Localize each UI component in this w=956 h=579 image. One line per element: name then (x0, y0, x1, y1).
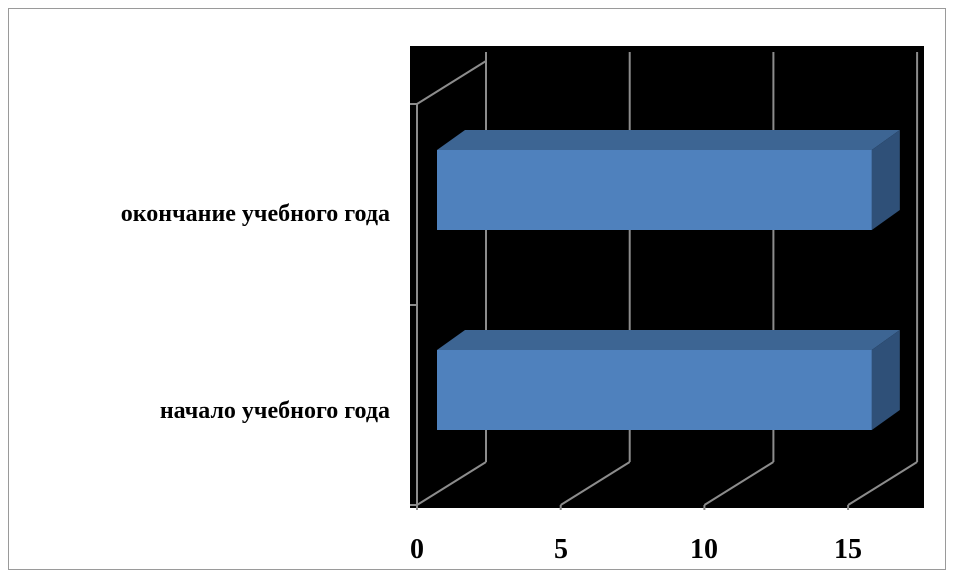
gridline-floor-10 (703, 461, 774, 506)
bar-top-face-0 (437, 330, 900, 350)
bars (437, 130, 900, 430)
bar-front-face-1 (437, 150, 872, 230)
gridline-floor-5 (560, 461, 631, 506)
bar-side-face-1 (871, 130, 900, 230)
axis-ticks (410, 103, 850, 510)
bar-0 (437, 330, 900, 430)
bar-front-face-0 (437, 350, 872, 430)
bar-1 (437, 130, 900, 230)
side-wall-top-edge (416, 60, 487, 105)
x-tick-label-15: 15 (834, 534, 862, 565)
x-tick-label-10: 10 (690, 534, 718, 565)
gridline-floor-0 (416, 461, 487, 506)
x-tick-label-5: 5 (554, 534, 568, 565)
bar-side-face-0 (871, 330, 900, 430)
plot-area-background (410, 46, 924, 508)
x-tick-label-0: 0 (410, 534, 424, 565)
category-label-end: окончание учебного года (121, 201, 390, 227)
bar-top-face-1 (437, 130, 900, 150)
gridline-floor-15 (847, 461, 918, 506)
category-label-start: начало учебного года (160, 398, 390, 424)
